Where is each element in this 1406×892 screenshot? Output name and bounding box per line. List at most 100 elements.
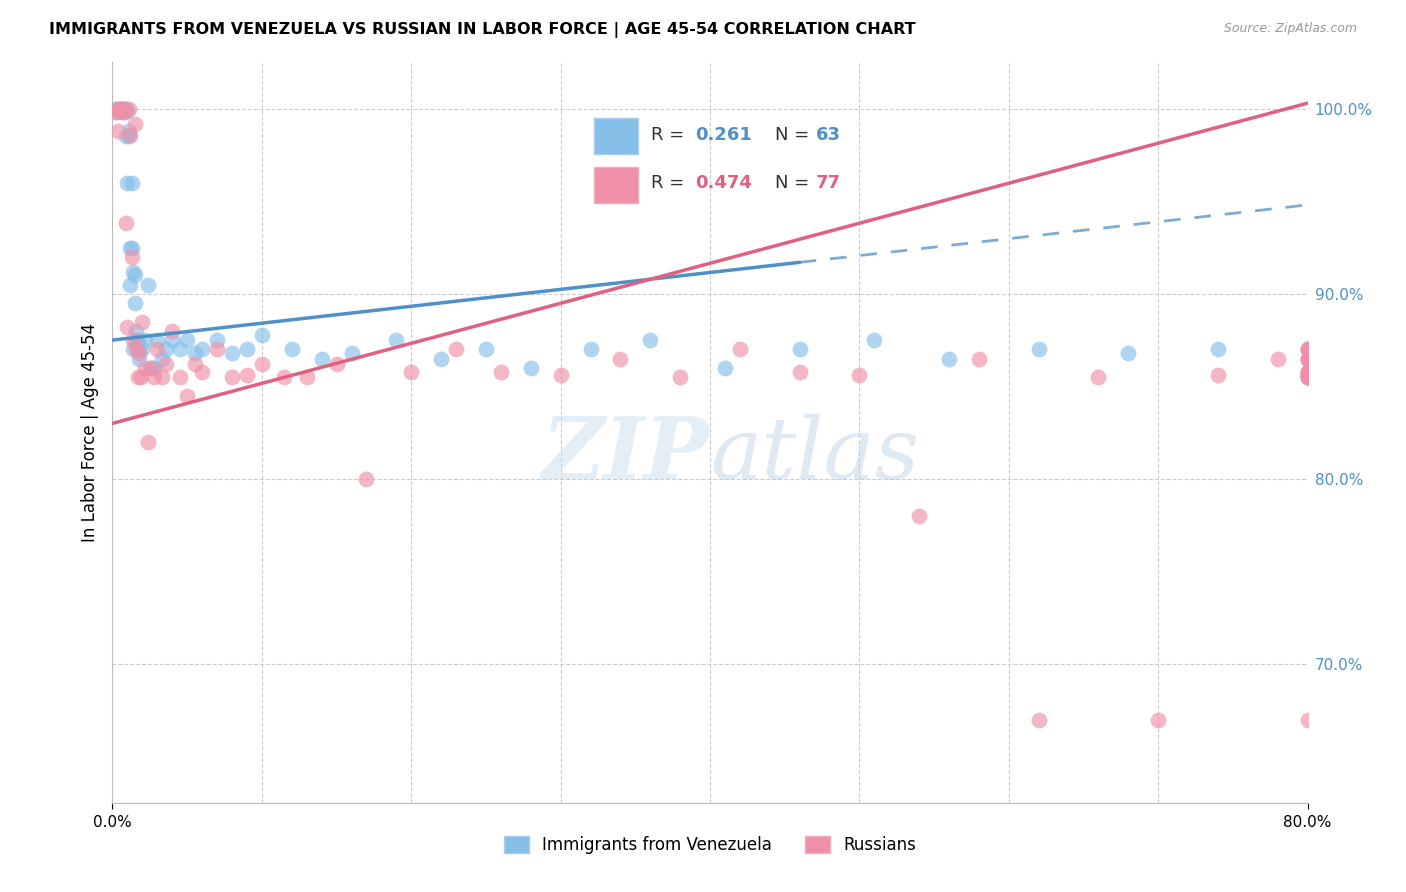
- Point: [110, 102, 132, 116]
- Point: [1206, 368, 1229, 383]
- Text: ZIP: ZIP: [543, 413, 710, 497]
- Point: [1296, 370, 1319, 384]
- Point: [1296, 368, 1319, 383]
- Point: [155, 357, 177, 371]
- Point: [108, 103, 131, 118]
- Point: [169, 343, 191, 357]
- Point: [1296, 365, 1319, 379]
- Point: [150, 370, 173, 384]
- Point: [1296, 351, 1319, 366]
- Point: [1296, 370, 1319, 384]
- Point: [444, 343, 467, 357]
- Point: [131, 314, 153, 328]
- Point: [1028, 713, 1050, 727]
- Point: [104, 105, 127, 120]
- Point: [127, 333, 149, 347]
- Point: [550, 368, 572, 383]
- Point: [128, 351, 150, 366]
- Point: [520, 360, 543, 375]
- Point: [1296, 351, 1319, 366]
- Point: [114, 102, 135, 116]
- Point: [124, 268, 146, 283]
- Point: [104, 102, 127, 116]
- Point: [1267, 351, 1289, 366]
- Point: [143, 370, 166, 384]
- Point: [176, 389, 198, 403]
- Point: [110, 105, 132, 120]
- Point: [120, 128, 142, 142]
- Point: [1296, 343, 1319, 357]
- Text: IMMIGRANTS FROM VENEZUELA VS RUSSIAN IN LABOR FORCE | AGE 45-54 CORRELATION CHAR: IMMIGRANTS FROM VENEZUELA VS RUSSIAN IN …: [49, 22, 915, 38]
- Point: [118, 102, 141, 116]
- Point: [714, 360, 737, 375]
- Point: [205, 343, 228, 357]
- Point: [115, 217, 138, 231]
- Point: [122, 343, 145, 357]
- Point: [205, 333, 228, 347]
- Point: [125, 343, 148, 357]
- Point: [1087, 370, 1109, 384]
- Point: [1296, 351, 1319, 366]
- Point: [325, 357, 347, 371]
- Point: [191, 365, 214, 379]
- Point: [120, 240, 142, 254]
- Point: [110, 102, 132, 116]
- Point: [295, 370, 318, 384]
- Point: [1296, 368, 1319, 383]
- Point: [128, 346, 150, 360]
- Point: [183, 357, 205, 371]
- Point: [141, 360, 163, 375]
- Point: [115, 129, 138, 144]
- Point: [129, 370, 152, 384]
- Point: [1296, 370, 1319, 384]
- Point: [250, 327, 273, 342]
- Point: [273, 370, 295, 384]
- Point: [1147, 713, 1170, 727]
- Point: [236, 343, 259, 357]
- Point: [1206, 343, 1229, 357]
- Point: [183, 346, 205, 360]
- Point: [108, 103, 131, 118]
- Point: [385, 333, 408, 347]
- Point: [1296, 343, 1319, 357]
- Point: [155, 343, 177, 357]
- Point: [125, 333, 148, 347]
- Point: [124, 296, 146, 310]
- Point: [1296, 365, 1319, 379]
- Point: [236, 368, 259, 383]
- Point: [169, 370, 191, 384]
- Point: [1118, 346, 1140, 360]
- Point: [640, 333, 662, 347]
- Point: [1296, 368, 1319, 383]
- Point: [115, 102, 138, 116]
- Point: [118, 124, 141, 138]
- Point: [221, 370, 243, 384]
- Point: [848, 368, 870, 383]
- Point: [430, 351, 453, 366]
- Point: [141, 360, 163, 375]
- Point: [114, 102, 135, 116]
- Point: [105, 102, 128, 116]
- Point: [108, 102, 131, 116]
- Point: [1296, 370, 1319, 384]
- Legend: Immigrants from Venezuela, Russians: Immigrants from Venezuela, Russians: [496, 830, 924, 861]
- Point: [114, 105, 135, 120]
- Point: [134, 333, 156, 347]
- Point: [146, 333, 169, 347]
- Point: [122, 264, 145, 278]
- Point: [138, 434, 160, 449]
- Point: [311, 351, 333, 366]
- Point: [221, 346, 243, 360]
- Point: [1296, 365, 1319, 379]
- Point: [176, 333, 198, 347]
- Point: [728, 343, 751, 357]
- Point: [908, 508, 931, 523]
- Point: [401, 365, 423, 379]
- Point: [789, 365, 811, 379]
- Point: [127, 343, 149, 357]
- Point: [117, 176, 139, 190]
- Point: [1028, 343, 1050, 357]
- Point: [120, 277, 142, 292]
- Point: [124, 116, 146, 130]
- Point: [1296, 351, 1319, 366]
